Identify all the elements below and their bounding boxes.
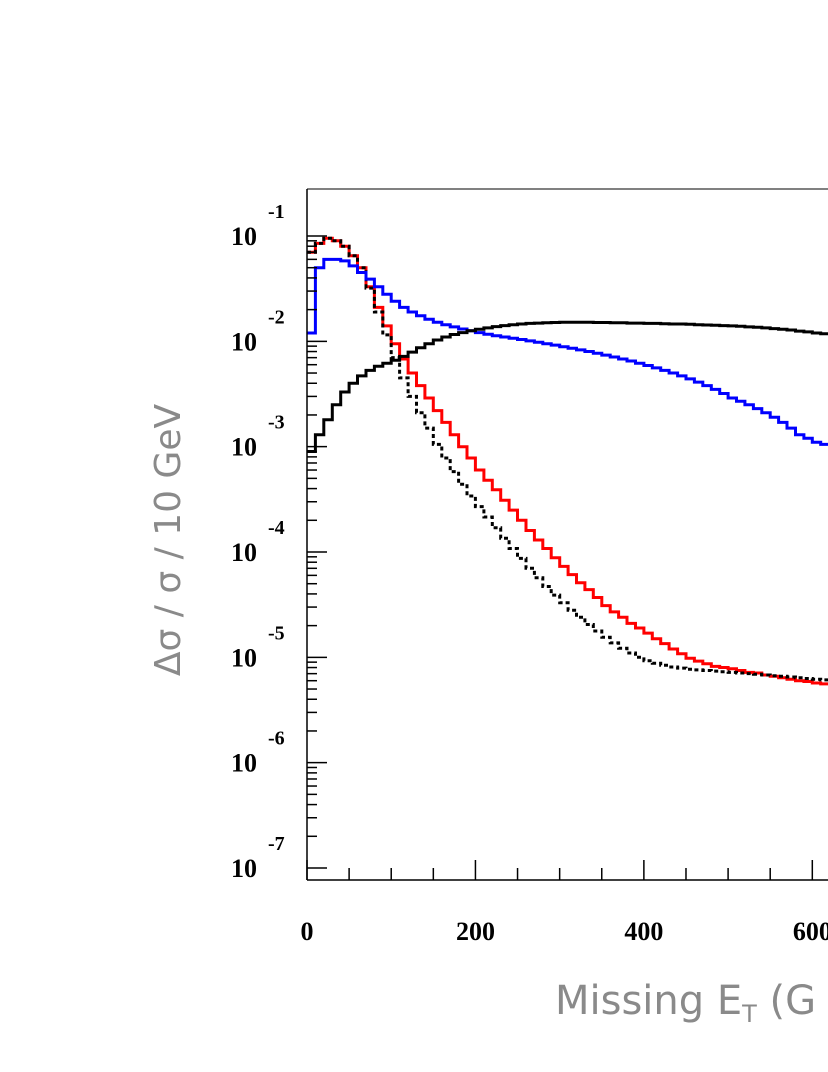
series-line-4 [307, 320, 828, 453]
y-tick-exponent: -7 [268, 833, 285, 855]
y-tick-exponent: -4 [268, 517, 285, 539]
y-tick-exponent: -3 [268, 412, 285, 434]
y-tick-exponent: -2 [268, 306, 285, 328]
y-tick-label: 10 [231, 643, 257, 672]
series-line-1 [307, 236, 828, 686]
axes-layer [306, 188, 828, 881]
x-tick-label: 200 [456, 917, 495, 946]
x-tick-label: 600 [793, 917, 828, 946]
x-axis-title-subscript: T [741, 1000, 757, 1028]
y-tick-label: 10 [231, 854, 257, 883]
x-axis-title: Missing ET (G [555, 978, 816, 1028]
x-tick-label: 0 [301, 917, 314, 946]
y-axis-title: Δσ / σ / 10 GeV [148, 404, 189, 677]
x-tick-label: 400 [624, 917, 663, 946]
y-tick-label: 10 [231, 327, 257, 356]
y-tick-label: 10 [231, 433, 257, 462]
series-group [307, 236, 828, 686]
y-tick-label: 10 [231, 538, 257, 567]
y-tick-label: 10 [231, 749, 257, 778]
y-tick-label: 10 [231, 222, 257, 251]
y-tick-exponent: -1 [268, 201, 285, 223]
series-layer [307, 236, 828, 686]
series-line-2 [307, 236, 828, 682]
y-tick-exponent: -5 [268, 622, 285, 644]
x-axis-title-main: Missing E [555, 978, 742, 1024]
labels-layer: 0 200 400 600 10 -1 10 -2 10 -3 10 -4 10 -5 10 -6 10 -7 [231, 201, 828, 946]
series-line-3 [307, 257, 828, 446]
y-tick-exponent: -6 [268, 728, 285, 750]
x-axis-title-suffix: (G [757, 978, 816, 1024]
